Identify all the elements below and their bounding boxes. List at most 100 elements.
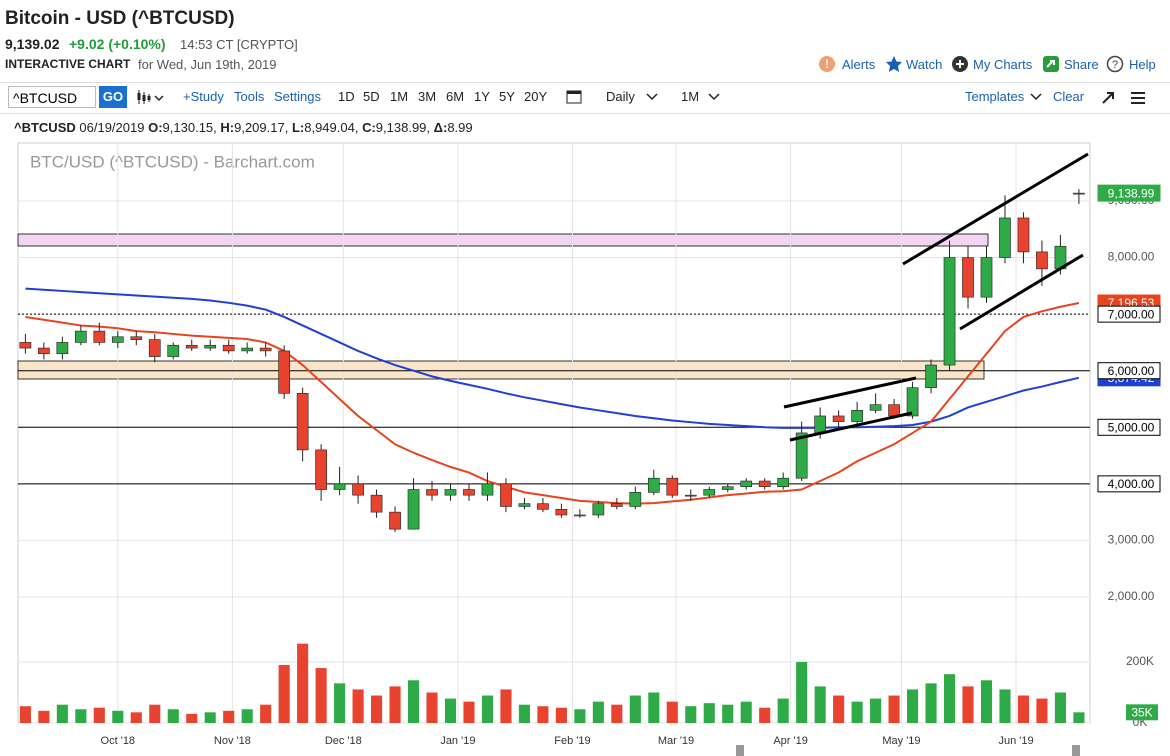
volume-bar [481, 695, 494, 723]
period-button[interactable]: 3M [418, 89, 437, 104]
watch-icon[interactable] [885, 55, 903, 73]
help-link[interactable]: Help [1129, 57, 1156, 72]
period-button[interactable]: 5D [363, 89, 380, 104]
candle-body [19, 342, 32, 349]
chart-type-button[interactable] [136, 88, 166, 106]
volume-bar [352, 689, 364, 723]
watch-link[interactable]: Watch [906, 57, 943, 72]
candle-body [222, 344, 235, 352]
share-link[interactable]: Share [1064, 57, 1099, 72]
chart-date: for Wed, Jun 19th, 2019 [138, 57, 277, 72]
field-label: Δ: [433, 120, 448, 135]
study-button[interactable]: +Study [183, 89, 224, 104]
go-button[interactable]: GO [99, 86, 127, 108]
volume-bar [685, 706, 697, 723]
candle-body [962, 257, 974, 298]
candle-body [389, 511, 401, 530]
mycharts-icon[interactable] [951, 55, 969, 73]
candle-body [518, 503, 531, 507]
candle-body [444, 489, 457, 496]
fullscreen-button[interactable] [1100, 90, 1116, 106]
candle-body [906, 387, 919, 417]
candle-body [241, 347, 254, 352]
period-button[interactable]: 6M [446, 89, 465, 104]
x-tick-label: Oct '18 [101, 735, 136, 747]
interval-select[interactable]: Daily [606, 89, 635, 104]
candle-body [56, 342, 69, 355]
menu-button[interactable] [1130, 90, 1146, 106]
volume-bar [740, 701, 752, 723]
trend-line [783, 376, 917, 409]
share-icon[interactable] [1042, 55, 1060, 73]
candle-body [407, 489, 420, 530]
x-tick-label: Jun '19 [998, 735, 1033, 747]
scroll-handle[interactable] [736, 745, 744, 756]
quote-line: ^BTCUSD 06/19/2019 O:9,130.15, H:9,209.1… [14, 120, 473, 135]
volume-bar [980, 680, 993, 723]
candle-body [315, 449, 327, 490]
settings-button[interactable]: Settings [274, 89, 321, 104]
alerts-link[interactable]: Alerts [842, 57, 876, 72]
volume-bar [241, 709, 253, 723]
last-price-label-box [1097, 184, 1161, 202]
mycharts-link[interactable]: My Charts [973, 57, 1033, 72]
volume-bar [500, 689, 512, 723]
clear-button[interactable]: Clear [1053, 89, 1085, 104]
volume-bar [260, 704, 272, 723]
dropdown-arrow [708, 93, 720, 101]
candle-body [111, 336, 124, 343]
period-button[interactable]: 20Y [524, 89, 548, 104]
period-button[interactable]: 1M [390, 89, 409, 104]
candle-body [999, 217, 1011, 258]
field-label: C: [362, 120, 376, 135]
period-button[interactable]: 1Y [474, 89, 490, 104]
volume-bar [1036, 698, 1048, 723]
volume-bar [38, 710, 50, 723]
calendar-button[interactable] [566, 88, 582, 104]
field-value: 9,209.17 [234, 120, 285, 135]
volume-bar [943, 674, 956, 723]
symbol-input[interactable]: ^BTCUSD [8, 86, 96, 108]
candle-body [130, 336, 143, 340]
candle-body [1073, 192, 1085, 195]
volume-bar [389, 686, 401, 723]
scroll-handle[interactable] [1072, 745, 1080, 756]
volume-bar [426, 692, 438, 723]
candle-body [38, 347, 50, 355]
field-value: 9,138.99 [375, 120, 427, 135]
volume-bar [371, 695, 383, 723]
y-tick-label: 3,000.00 [1108, 533, 1155, 547]
candle-body [574, 514, 586, 517]
volume-bar [555, 707, 567, 723]
range-select[interactable]: 1M [681, 89, 700, 104]
volume-bar [629, 695, 641, 723]
candle-body [555, 509, 568, 516]
candle-body [500, 483, 512, 507]
period-button[interactable]: 1D [338, 89, 355, 104]
tools-button[interactable]: Tools [234, 89, 265, 104]
help-icon[interactable]: ? [1106, 55, 1124, 73]
last-price-label: 9,138.99 [1108, 186, 1155, 200]
candle-body [463, 489, 475, 496]
volume-bar [19, 706, 31, 723]
volume-bar [56, 704, 68, 723]
candle-body [814, 415, 826, 434]
svg-text:!: ! [825, 57, 829, 71]
candle-body [647, 477, 660, 493]
x-tick-label: May '19 [882, 735, 920, 747]
alert-icon[interactable]: ! [818, 55, 836, 73]
y-tick-label: 2,000.00 [1108, 589, 1155, 603]
templates-select[interactable]: Templates [965, 89, 1025, 104]
volume-bar [814, 686, 826, 723]
volume-bar [537, 706, 549, 723]
candle-body [278, 350, 290, 394]
volume-bar [93, 707, 105, 723]
period-button[interactable]: 5Y [499, 89, 515, 104]
volume-bar [611, 704, 623, 723]
volume-bar [1054, 692, 1066, 723]
volume-bar [648, 692, 660, 723]
volume-bar [777, 698, 789, 723]
trend-line [789, 411, 913, 442]
